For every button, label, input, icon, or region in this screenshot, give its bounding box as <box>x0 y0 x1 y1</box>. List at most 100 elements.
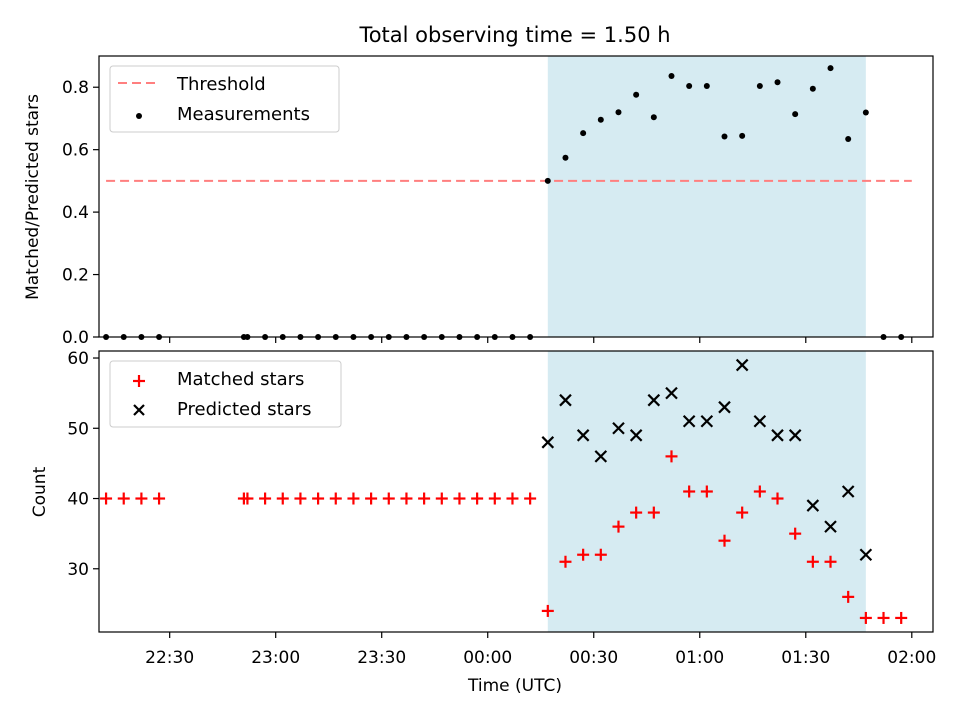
matched-star-point <box>630 506 643 519</box>
matched-star-point <box>577 548 590 561</box>
bottom-x-tick-label: 23:30 <box>357 648 406 668</box>
matched-star-point <box>312 492 325 505</box>
top-y-axis-ticks: 0.0 0.2 0.4 0.6 0.8 <box>62 78 99 348</box>
legend-threshold-label: Threshold <box>176 74 266 95</box>
bottom-x-tick-label: 00:00 <box>463 648 512 668</box>
bottom-x-tick-label: 22:30 <box>145 648 194 668</box>
predicted-star-point <box>647 393 661 407</box>
predicted-star-point <box>576 429 590 442</box>
bottom-x-tick-label: 02:00 <box>887 648 936 668</box>
matched-star-point <box>365 492 378 505</box>
matched-star-point <box>736 506 749 519</box>
matched-star-point <box>153 492 166 505</box>
top-y-tick-label: 0.8 <box>62 78 89 98</box>
legend-predicted-label: Predicted stars <box>177 399 311 420</box>
measurement-point <box>739 132 746 139</box>
matched-star-point <box>789 527 802 540</box>
bottom-x-axis-ticks: 22:30 23:00 23:30 00:00 00:30 01:00 01:30 02:00 <box>145 632 936 668</box>
matched-star-point <box>259 492 272 505</box>
bottom-y-axis-ticks: 30 40 50 60 <box>67 349 99 580</box>
top-x-axis-ticks <box>169 337 913 343</box>
measurement-point <box>597 116 604 123</box>
legend-measurements-label: Measurements <box>177 104 310 125</box>
measurement-point <box>615 109 622 116</box>
bottom-plot-frame <box>98 350 934 633</box>
bottom-x-tick-label: 00:30 <box>569 648 618 668</box>
matched-star-point <box>400 492 413 505</box>
matched-star-point <box>594 548 607 561</box>
predicted-stars-points <box>541 358 873 562</box>
measurement-point <box>809 85 816 92</box>
matched-star-point <box>276 492 289 505</box>
bottom-y-tick-label: 50 <box>67 419 89 439</box>
measurement-point <box>544 177 551 184</box>
matched-star-point <box>488 492 501 505</box>
matched-star-point <box>418 492 431 505</box>
predicted-star-point <box>753 414 767 428</box>
matched-star-point <box>435 492 448 505</box>
bottom-y-tick-label: 60 <box>67 349 89 369</box>
matched-star-point <box>877 611 890 624</box>
bottom-y-axis-label: Count <box>30 466 50 517</box>
top-plot-frame <box>98 55 934 338</box>
bottom-legend: Matched stars Predicted stars <box>109 360 342 428</box>
matched-star-point <box>753 485 766 498</box>
legend-matched-swatch <box>133 375 145 387</box>
top-y-tick-label: 0.6 <box>62 141 89 161</box>
predicted-star-point <box>841 485 855 498</box>
matched-star-point <box>524 492 537 505</box>
matched-star-point <box>859 611 872 624</box>
matched-star-point <box>895 611 908 624</box>
bottom-x-tick-label: 01:00 <box>675 648 724 668</box>
matched-star-point <box>824 555 837 568</box>
legend-predicted-swatch <box>133 404 145 416</box>
matched-star-point <box>347 492 360 505</box>
predicted-star-point <box>788 429 802 442</box>
bottom-x-tick-label: 23:00 <box>251 648 300 668</box>
measurement-point <box>756 82 763 89</box>
matched-star-point <box>806 555 819 568</box>
bottom-panel: 30 40 50 60 22:30 23:00 23:30 00:00 00:30 01:00 0… <box>30 349 936 696</box>
matched-star-point <box>683 485 696 498</box>
measurement-point <box>792 111 799 118</box>
matched-star-point <box>241 492 254 505</box>
top-y-tick-label: 0.2 <box>62 266 89 286</box>
predicted-star-point <box>594 450 608 463</box>
measurement-point <box>686 82 693 89</box>
predicted-star-point <box>859 548 873 562</box>
matched-star-point <box>771 492 784 505</box>
predicted-star-point <box>806 499 820 512</box>
measurement-point <box>703 82 710 89</box>
bottom-y-tick-label: 30 <box>67 560 89 580</box>
top-y-tick-label: 0.0 <box>62 328 89 348</box>
matched-star-point <box>842 590 855 603</box>
matched-star-point <box>135 492 148 505</box>
predicted-star-point <box>718 400 731 414</box>
x-axis-label: Time (UTC) <box>467 676 562 696</box>
measurement-point <box>633 91 640 98</box>
top-panel: Total observing time = 1.50 h 0.00.20.40… <box>23 23 934 348</box>
measurement-point <box>580 130 587 137</box>
legend-matched-label: Matched stars <box>177 369 304 390</box>
matched-stars-points <box>100 450 908 624</box>
bottom-y-tick-label: 40 <box>67 490 89 510</box>
top-title: Total observing time = 1.50 h <box>358 23 670 47</box>
matched-star-point <box>718 534 731 547</box>
measurement-point <box>827 65 834 72</box>
measurement-point <box>862 109 869 116</box>
matched-star-point <box>700 485 713 498</box>
predicted-star-point <box>612 421 625 435</box>
measurement-point <box>668 72 675 79</box>
matched-star-point <box>329 492 342 505</box>
predicted-star-point <box>682 414 696 428</box>
matched-star-point <box>506 492 519 505</box>
top-legend: Threshold Measurements <box>109 65 340 133</box>
matched-star-point <box>612 520 625 533</box>
measurement-point <box>774 79 781 86</box>
legend-measurements-swatch <box>136 113 142 119</box>
matched-star-point <box>541 604 554 617</box>
predicted-star-point <box>629 429 643 442</box>
matched-star-point <box>647 506 660 519</box>
matched-star-point <box>382 492 395 505</box>
